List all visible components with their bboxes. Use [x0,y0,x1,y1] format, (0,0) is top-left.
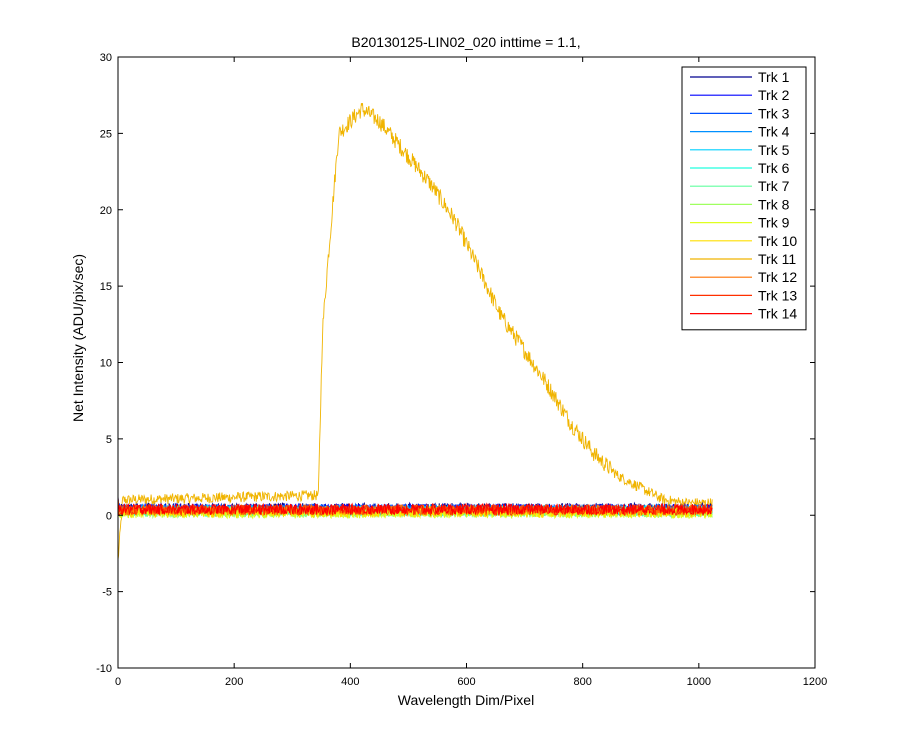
legend-label: Trk 3 [758,105,790,121]
legend-label: Trk 7 [758,178,790,194]
legend-label: Trk 6 [758,160,790,176]
y-tick-label: 25 [100,128,112,140]
legend-label: Trk 5 [758,142,790,158]
y-tick-label: 20 [100,205,112,217]
y-tick-label: 5 [106,434,112,446]
ticks-layer: 0 200 400 600 800 1000 1200 -10 -5 0 5 10 15 20 25 30 [96,52,827,688]
legend-box [681,66,807,331]
y-tick-label: 30 [100,52,112,64]
legend-label: Trk 4 [758,124,790,140]
legend-label: Trk 10 [758,233,797,249]
x-tick-label: 800 [573,676,591,688]
legend-label: Trk 13 [758,287,797,303]
legend-label: Trk 12 [758,269,797,285]
y-tick-label: 10 [100,358,112,370]
series-line-trk-14 [117,496,713,517]
y-axis-label: Net Intensity (ADU/pix/sec) [70,254,86,422]
series-layer [117,102,713,560]
chart-title: B20130125-LIN02_020 inttime = 1.1, [351,34,580,50]
y-tick-label: 15 [100,281,112,293]
x-tick-label: 0 [115,676,121,688]
legend-label: Trk 9 [758,215,790,231]
x-tick-label: 200 [225,676,243,688]
legend-label: Trk 14 [758,306,797,322]
x-tick-label: 600 [457,676,475,688]
y-tick-label: -5 [102,587,112,599]
x-tick-label: 400 [341,676,359,688]
y-tick-label: 0 [106,510,112,522]
legend-label: Trk 2 [758,87,790,103]
legend: Trk 1 Trk 2 Trk 3 Trk 4 Trk 5 Trk 6 Trk 7 Trk 8… [681,66,807,331]
x-tick-label: 1000 [687,676,711,688]
y-tick-label: -10 [96,663,112,675]
series-line-trk-11 [117,102,713,560]
legend-label: Trk 1 [758,69,790,85]
legend-label: Trk 8 [758,196,790,212]
legend-label: Trk 11 [758,251,796,267]
x-tick-label: 1200 [803,676,827,688]
x-axis-label: Wavelength Dim/Pixel [398,692,534,708]
